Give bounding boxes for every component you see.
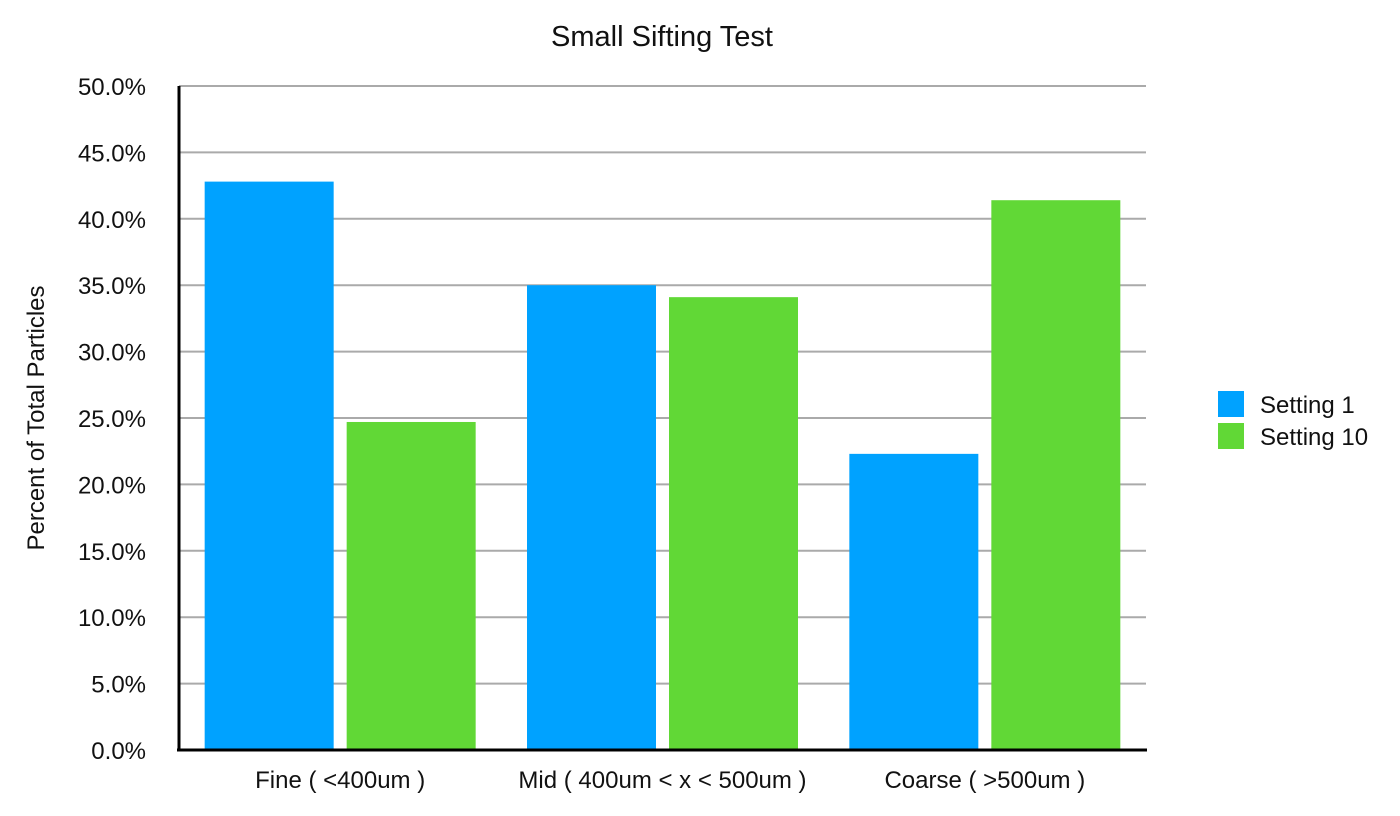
legend-label: Setting 10	[1260, 424, 1368, 451]
bar	[849, 453, 979, 750]
y-axis-ticks: 0.0% 5.0% 10.0% 15.0% 20.0% 25.0% 30.0% 35.0% 40…	[78, 74, 146, 765]
y-tick-label: 35.0%	[78, 273, 146, 300]
bar	[991, 200, 1121, 750]
axes	[177, 86, 1147, 752]
bars	[204, 181, 1121, 751]
legend: Setting 1 Setting 10	[1218, 391, 1368, 451]
x-category-label: Mid ( 400um < x < 500um )	[518, 767, 806, 794]
gridlines	[179, 85, 1146, 685]
bar	[204, 181, 334, 751]
legend-label: Setting 1	[1260, 392, 1355, 419]
x-axis-categories: Fine ( <400um ) Mid ( 400um < x < 500um )…	[255, 767, 1085, 794]
y-tick-label: 25.0%	[78, 406, 146, 433]
y-tick-label: 50.0%	[78, 74, 146, 101]
y-tick-label: 20.0%	[78, 472, 146, 499]
y-tick-label: 0.0%	[91, 738, 146, 765]
legend-swatch	[1218, 423, 1244, 449]
y-tick-label: 45.0%	[78, 140, 146, 167]
y-axis-label: Percent of Total Particles	[23, 285, 50, 550]
y-tick-label: 5.0%	[91, 672, 146, 699]
bar	[346, 421, 476, 750]
bar	[527, 285, 656, 750]
y-tick-label: 10.0%	[78, 605, 146, 632]
y-tick-label: 40.0%	[78, 207, 146, 234]
x-category-label: Fine ( <400um )	[255, 767, 425, 794]
chart-title: Small Sifting Test	[551, 21, 773, 53]
x-category-label: Coarse ( >500um )	[884, 767, 1085, 794]
y-tick-label: 30.0%	[78, 340, 146, 367]
legend-swatch	[1218, 391, 1244, 417]
y-tick-label: 15.0%	[78, 539, 146, 566]
bar	[669, 297, 798, 750]
